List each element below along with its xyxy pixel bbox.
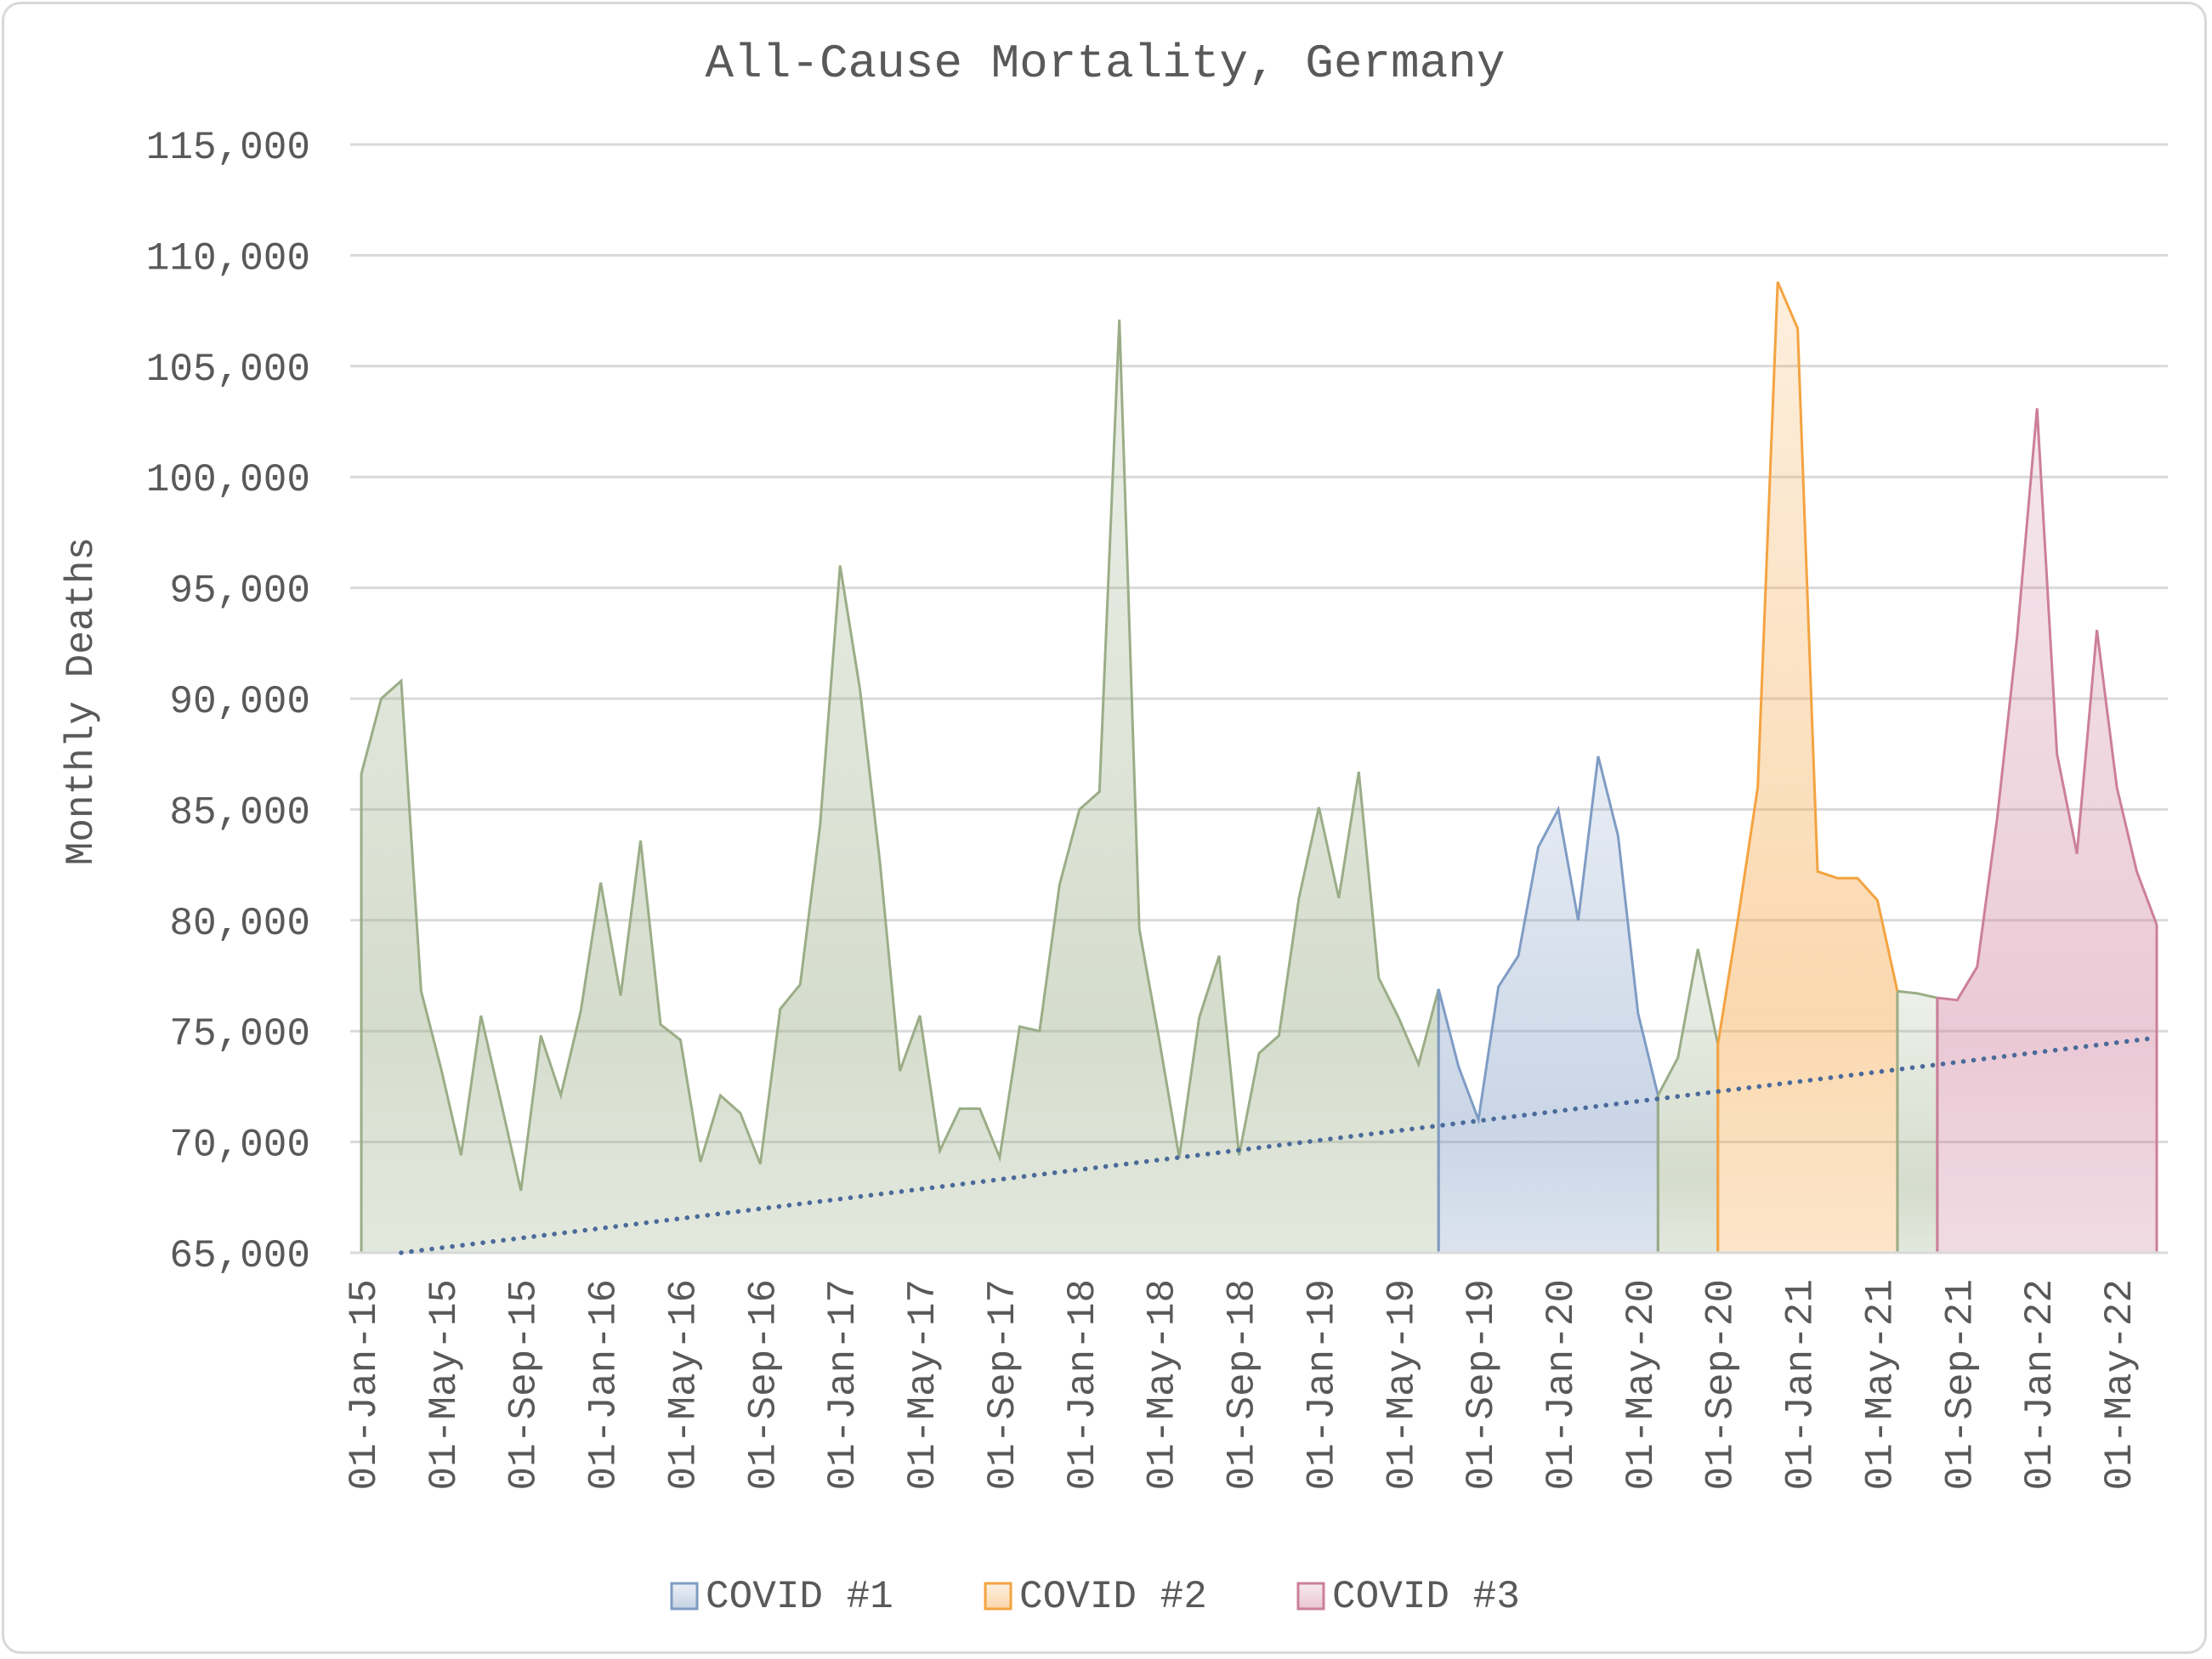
x-tick-label: 01-Jan-15 <box>343 1279 387 1490</box>
area-fill-covid-2 <box>1717 281 1897 1254</box>
legend-swatch <box>984 1582 1012 1611</box>
y-tick-label: 105,000 <box>146 348 310 392</box>
x-tick-label: 01-Jan-16 <box>582 1279 627 1490</box>
x-tick-label: 01-Sep-15 <box>502 1279 547 1490</box>
x-tick-label: 01-Jan-20 <box>1540 1279 1584 1490</box>
x-tick-label: 01-May-15 <box>423 1279 467 1490</box>
area-fill-baseline <box>1658 948 1718 1253</box>
x-tick-label: 01-Sep-20 <box>1699 1279 1744 1490</box>
area-line-covid-3 <box>1937 408 2158 1002</box>
y-tick-label: 100,000 <box>146 458 310 502</box>
x-tick-label: 01-Jan-17 <box>821 1279 865 1490</box>
x-tick-label: 01-Sep-16 <box>741 1279 786 1490</box>
x-tick-label: 01-May-17 <box>901 1279 945 1490</box>
area-line-covid-1 <box>1437 756 1659 1125</box>
y-tick-label: 110,000 <box>146 236 310 280</box>
x-tick-label: 01-Sep-21 <box>1938 1279 1982 1490</box>
area-line-covid-2 <box>1716 281 1899 1045</box>
x-tick-label: 01-May-22 <box>2098 1279 2142 1490</box>
chart-title: All-Cause Mortality, Germany <box>706 37 1506 91</box>
legend-swatch <box>1296 1582 1325 1611</box>
x-tick-label: 01-May-18 <box>1141 1279 1185 1490</box>
x-tick-label: 01-May-16 <box>661 1279 706 1490</box>
area-line-baseline <box>1897 989 1938 999</box>
legend-item: COVID #1 <box>670 1575 893 1619</box>
legend-label: COVID #1 <box>706 1575 893 1619</box>
y-tick-label: 85,000 <box>169 790 310 835</box>
area-fill-covid-3 <box>1937 408 2157 1254</box>
legend-swatch <box>670 1582 699 1611</box>
x-tick-label: 01-Jan-22 <box>2018 1279 2062 1490</box>
legend-item: COVID #3 <box>1296 1575 1520 1619</box>
legend-label: COVID #3 <box>1332 1575 1520 1619</box>
x-tick-label: 01-Jan-21 <box>1779 1279 1823 1490</box>
y-axis-label: Monthly Deaths <box>60 537 104 865</box>
x-tick-label: 01-Sep-18 <box>1221 1279 1265 1490</box>
legend-item: COVID #2 <box>984 1575 1207 1619</box>
y-tick-label: 80,000 <box>169 902 310 946</box>
y-tick-label: 90,000 <box>169 680 310 724</box>
x-tick-label: 01-Jan-19 <box>1300 1279 1344 1490</box>
y-tick-label: 95,000 <box>169 569 310 614</box>
y-tick-label: 65,000 <box>169 1234 310 1278</box>
legend: COVID #1 COVID #2 COVID #3 <box>670 1575 1520 1619</box>
area-line-baseline <box>1657 948 1720 1096</box>
y-tick-label: 75,000 <box>169 1012 310 1056</box>
y-axis-ticks: 65,000 70,000 75,000 80,000 85,000 90,000 95,0… <box>146 126 310 1278</box>
y-tick-label: 70,000 <box>169 1124 310 1168</box>
x-tick-label: 01-Jan-18 <box>1061 1279 1105 1490</box>
legend-label: COVID #2 <box>1019 1575 1207 1619</box>
x-tick-label: 01-Sep-19 <box>1460 1279 1504 1490</box>
x-tick-label: 01-May-20 <box>1619 1279 1664 1490</box>
area-fill-covid-1 <box>1438 756 1659 1253</box>
area-fill-baseline <box>361 320 1439 1253</box>
x-tick-label: 01-May-19 <box>1380 1279 1424 1490</box>
x-tick-label: 01-May-21 <box>1858 1279 1903 1490</box>
area-fill-baseline <box>1897 991 1937 1253</box>
trendline <box>399 1035 2159 1255</box>
x-axis-ticks: 01-Jan-15 01-May-15 01-Sep-15 01-Jan-16 01-M… <box>343 1279 2142 1490</box>
area-series <box>350 281 2168 1254</box>
area-line-baseline <box>360 319 1440 1192</box>
x-tick-label: 01-Sep-17 <box>981 1279 1025 1490</box>
trendline-dotted <box>399 1035 2159 1255</box>
y-tick-label: 115,000 <box>146 126 310 170</box>
